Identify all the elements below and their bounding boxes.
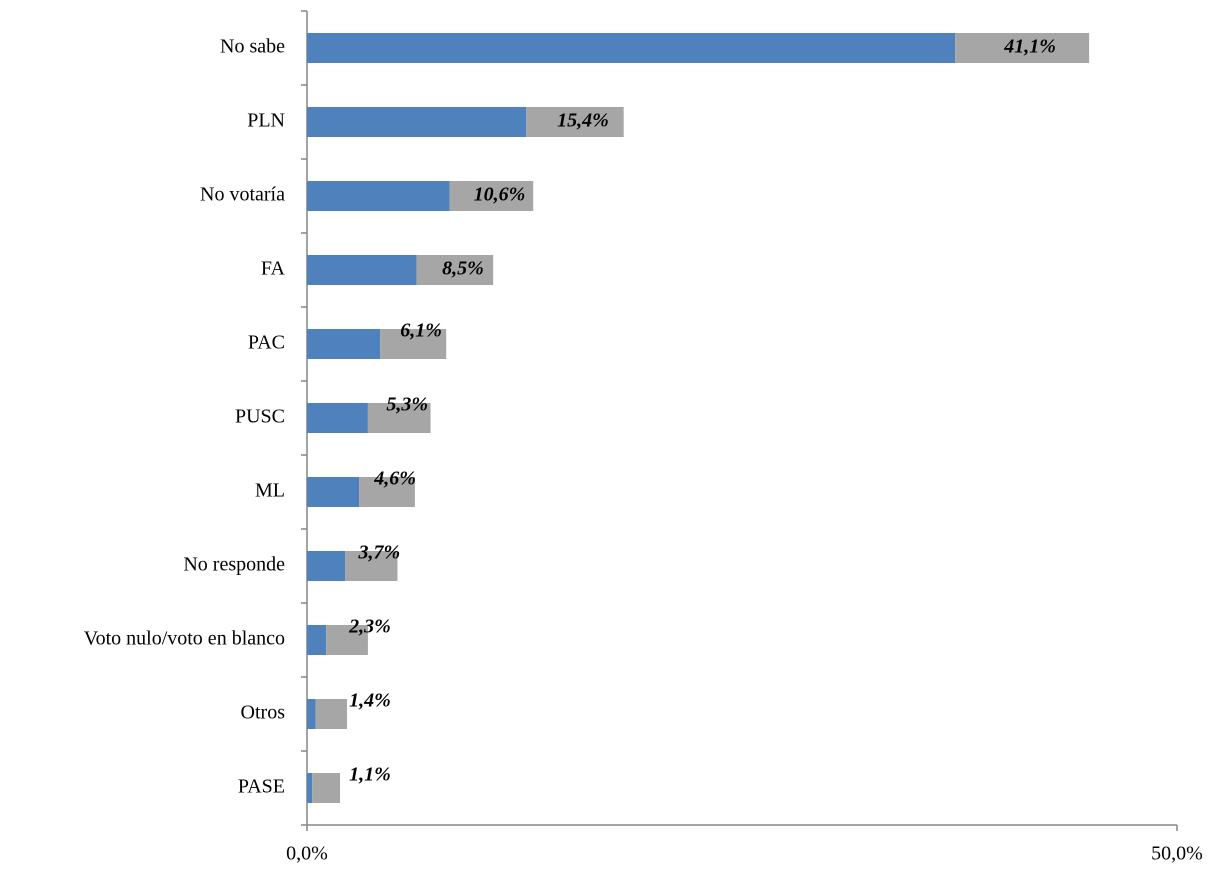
value-label: 2,3% bbox=[348, 616, 391, 638]
bar bbox=[307, 551, 346, 581]
error-range bbox=[359, 477, 415, 507]
value-label: 41,1% bbox=[1003, 36, 1056, 58]
error-range bbox=[449, 181, 534, 211]
bar bbox=[307, 403, 368, 433]
bar bbox=[307, 773, 313, 803]
y-tick-label: Voto nulo/voto en blanco bbox=[84, 628, 285, 650]
error-range bbox=[526, 107, 624, 137]
value-label: 1,1% bbox=[349, 764, 391, 786]
y-tick-label: No votaría bbox=[200, 184, 285, 206]
error-range bbox=[367, 403, 431, 433]
y-tick-label: PLN bbox=[247, 110, 285, 132]
bar bbox=[307, 181, 450, 211]
error-range bbox=[955, 33, 1090, 63]
value-label: 3,7% bbox=[358, 542, 401, 564]
bar bbox=[307, 699, 316, 729]
bar bbox=[307, 33, 956, 63]
bar bbox=[307, 625, 327, 655]
y-tick-label: No sabe bbox=[220, 36, 285, 58]
x-tick-label: 50,0% bbox=[1151, 843, 1203, 865]
value-label: 6,1% bbox=[400, 320, 442, 342]
error-range bbox=[315, 699, 348, 729]
y-tick-label: No responde bbox=[183, 554, 285, 576]
bar bbox=[307, 107, 527, 137]
y-tick-label: ML bbox=[255, 480, 285, 502]
error-range bbox=[326, 625, 368, 655]
value-label: 5,3% bbox=[386, 394, 428, 416]
value-label: 10,6% bbox=[474, 184, 526, 206]
value-label: 1,4% bbox=[349, 690, 391, 712]
error-range bbox=[416, 255, 494, 285]
value-label: 8,5% bbox=[442, 258, 484, 280]
y-tick-label: PUSC bbox=[235, 406, 285, 428]
value-label: 4,6% bbox=[373, 468, 416, 490]
error-range bbox=[380, 329, 447, 359]
value-label: 15,4% bbox=[557, 110, 609, 132]
bar bbox=[307, 255, 417, 285]
y-tick-label: PAC bbox=[248, 332, 285, 354]
bar bbox=[307, 477, 360, 507]
x-tick-label: 0,0% bbox=[286, 843, 328, 865]
y-tick-label: PASE bbox=[238, 776, 285, 798]
error-range bbox=[345, 551, 398, 581]
error-range bbox=[312, 773, 341, 803]
y-tick-label: Otros bbox=[241, 702, 286, 724]
bar bbox=[307, 329, 381, 359]
y-tick-label: FA bbox=[261, 258, 286, 280]
